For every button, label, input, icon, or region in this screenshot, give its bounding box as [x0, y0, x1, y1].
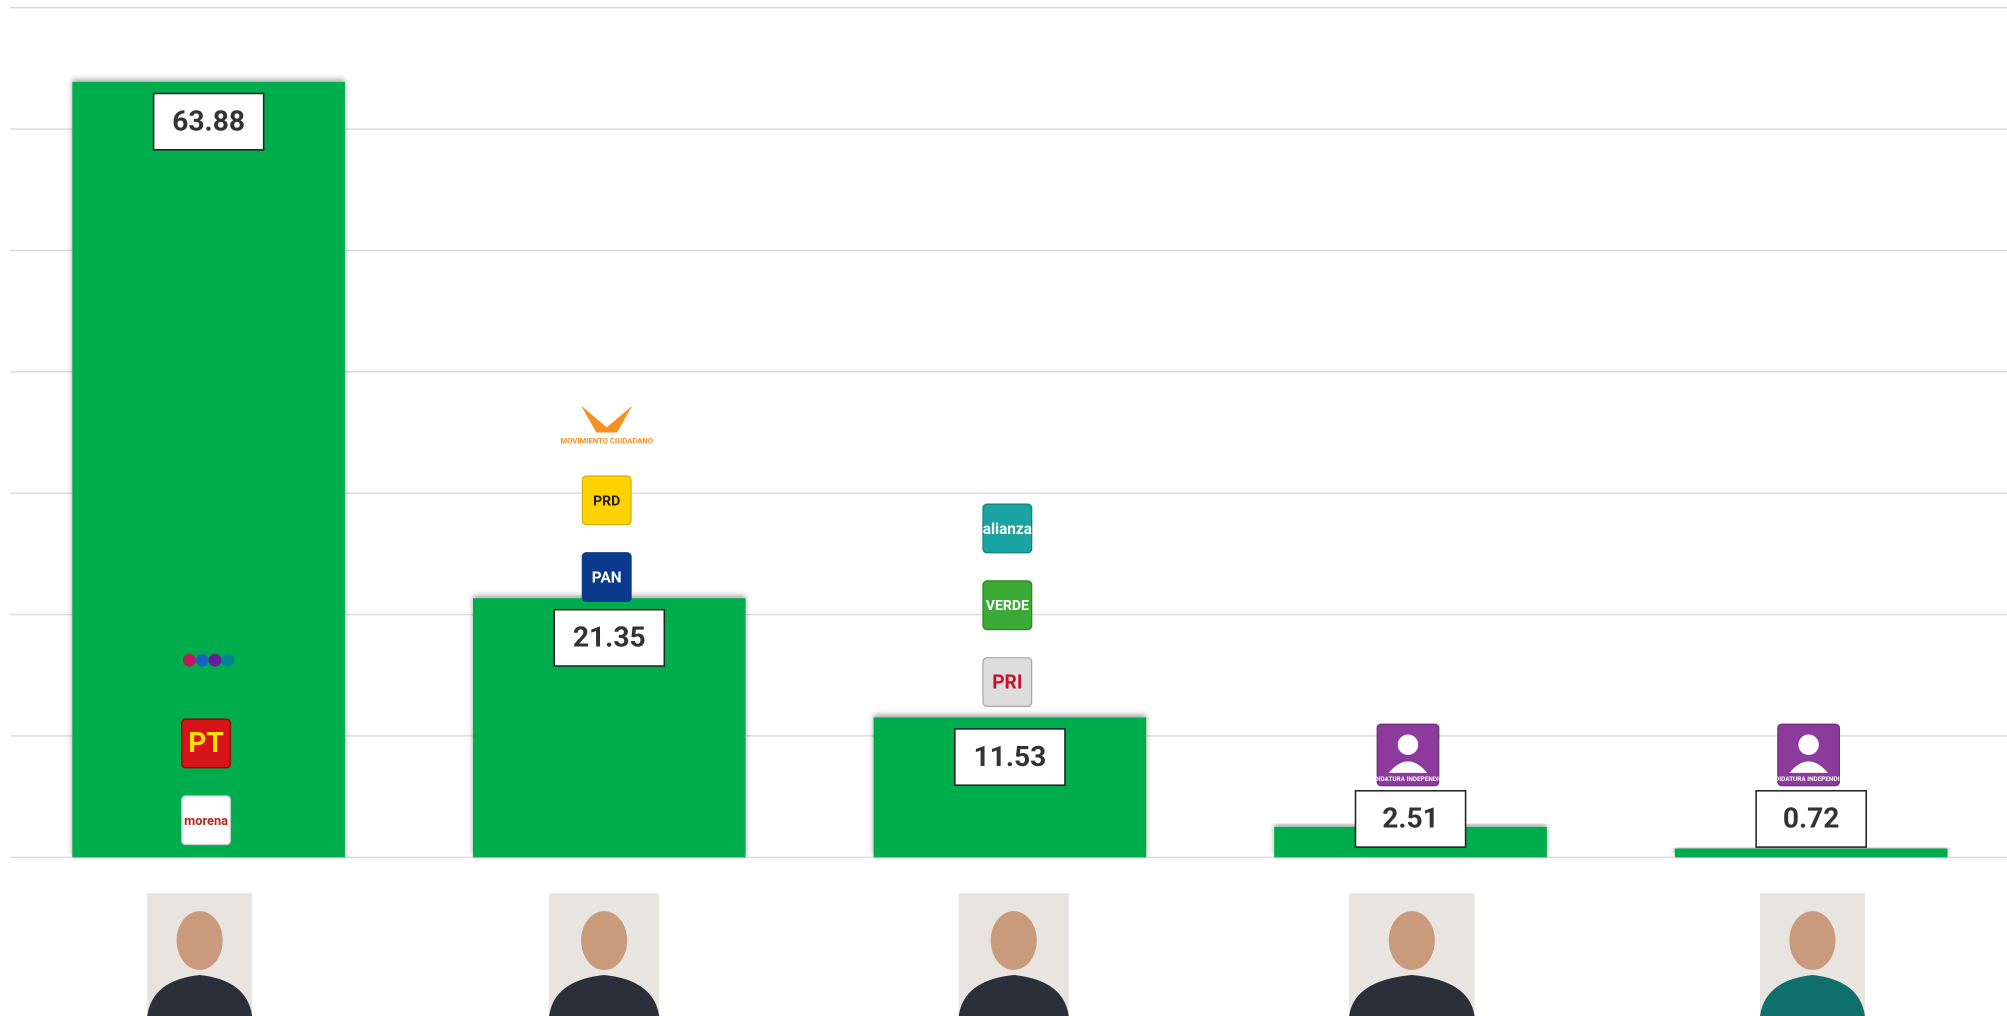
value-label: 2.51 — [1382, 802, 1439, 835]
logo-icon — [183, 654, 196, 667]
party-logo: alianza — [983, 504, 1032, 553]
candidate-photo — [549, 893, 659, 1016]
logo-icon — [581, 406, 632, 433]
logo-text: CANDIDATURA INDEPENDIENTE — [1762, 775, 1855, 783]
photo-face — [177, 911, 223, 970]
logo-text: PRI — [992, 670, 1022, 693]
photo-face — [581, 911, 627, 970]
bar — [1675, 849, 1948, 858]
logo-icon — [196, 654, 209, 667]
party-logo: VERDE — [983, 581, 1032, 630]
logo-icon — [1798, 734, 1818, 754]
chart: 63.88 morena PT 21.35 PAN PRD MOVIMIENTO CIUDA… — [0, 0, 2007, 1016]
value-label: 0.72 — [1783, 802, 1840, 835]
candidate-photo — [959, 893, 1069, 1016]
party-logo: CANDIDATURA INDEPENDIENTE — [1762, 724, 1855, 785]
photo-face — [991, 911, 1037, 970]
candidate-photo — [147, 893, 252, 1016]
logo-text: MOVIMIENTO CIUDADANO — [560, 436, 653, 445]
party-logo: PT — [182, 719, 231, 768]
candidate-photo — [1760, 893, 1865, 1016]
logo-icon — [221, 654, 234, 667]
logo-text: PT — [188, 726, 224, 759]
photo-face — [1789, 911, 1835, 970]
logo-icon — [209, 654, 222, 667]
photo-face — [1389, 911, 1435, 970]
party-logo: PAN — [582, 553, 631, 602]
page: 63.88 morena PT 21.35 PAN PRD MOVIMIENTO CIUDA… — [0, 0, 2007, 1016]
value-label: 11.53 — [974, 740, 1047, 773]
value-label: 63.88 — [172, 104, 245, 137]
party-logo: morena — [182, 796, 231, 845]
logo-text: VERDE — [986, 598, 1029, 614]
logo-text: morena — [184, 814, 228, 829]
candidate-photo — [1349, 893, 1474, 1016]
logo-text: PRD — [593, 493, 620, 509]
logo-text: alianza — [983, 520, 1032, 538]
logo-text: PAN — [592, 568, 622, 586]
party-logo: MOVIMIENTO CIUDADANO — [560, 406, 653, 446]
party-logo: CANDIDATURA INDEPENDIENTE — [1362, 724, 1455, 785]
party-logo: PRI — [983, 658, 1032, 707]
logo-icon — [1398, 734, 1418, 754]
party-logo: PRD — [582, 476, 631, 525]
value-label: 21.35 — [573, 621, 646, 654]
logo-text: CANDIDATURA INDEPENDIENTE — [1362, 775, 1455, 783]
